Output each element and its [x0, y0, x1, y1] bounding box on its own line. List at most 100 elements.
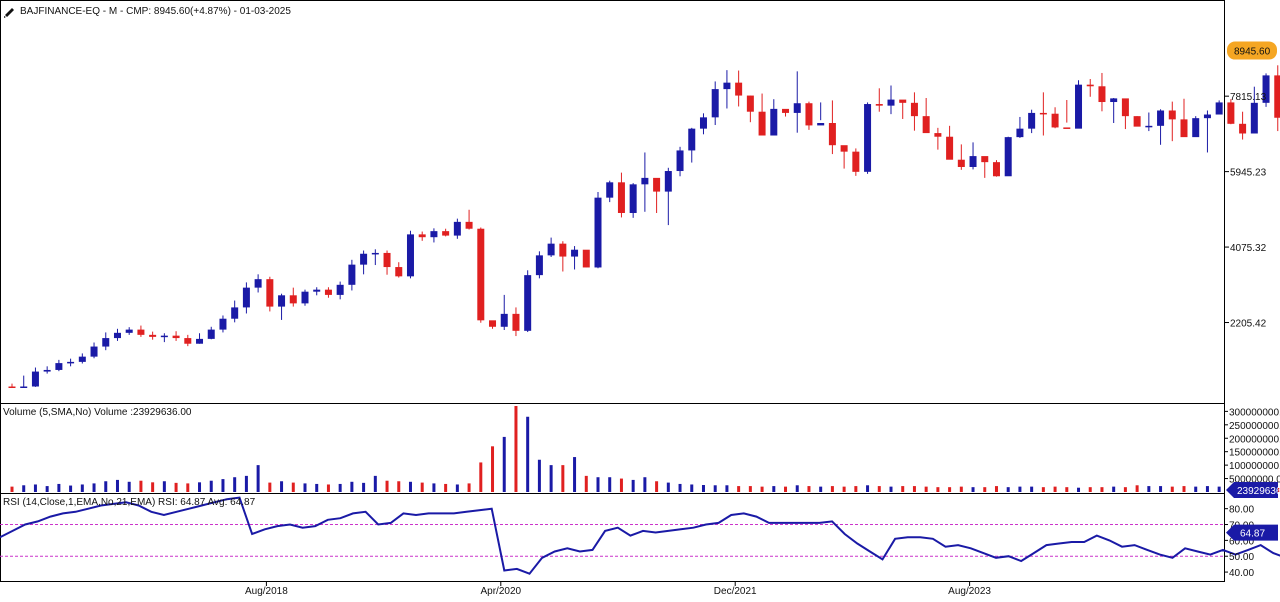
candle: [266, 276, 274, 312]
candle: [1157, 109, 1165, 145]
chart-title: BAJFINANCE-EQ - M - CMP: 8945.60(+4.87%)…: [20, 6, 291, 17]
rsi-series: [0, 496, 1280, 575]
candle: [55, 359, 63, 372]
candle-body: [770, 108, 778, 136]
candle-body: [1227, 102, 1235, 124]
candle: [981, 156, 989, 178]
volume-bar: [338, 483, 342, 492]
rsi-line: [0, 496, 1280, 575]
candle: [278, 293, 286, 320]
candle: [1098, 72, 1106, 112]
price-panel-frame: [0, 0, 1225, 404]
volume-bar: [1194, 486, 1198, 492]
candle: [992, 160, 1000, 177]
candle: [805, 101, 813, 130]
volume-bar: [830, 486, 834, 492]
candle-body: [242, 287, 250, 308]
pencil-icon[interactable]: [4, 8, 14, 18]
candle: [125, 327, 133, 335]
candle-body: [113, 332, 121, 339]
candle: [43, 366, 51, 374]
candle: [817, 102, 825, 126]
candle: [547, 237, 555, 257]
candle-body: [1203, 114, 1211, 119]
candle: [90, 342, 98, 359]
volume-bar: [1077, 487, 1081, 492]
volume-bar: [315, 483, 319, 492]
candle: [172, 331, 180, 341]
candle: [559, 241, 567, 272]
candle: [676, 146, 684, 177]
candle-body: [1086, 84, 1094, 87]
volume-bar: [795, 485, 799, 492]
volume-bar: [221, 479, 225, 492]
candle: [1063, 100, 1071, 129]
candle: [196, 333, 204, 344]
candle: [500, 294, 508, 331]
candle-body: [1039, 112, 1047, 115]
candle: [1262, 73, 1270, 107]
candle-body: [828, 123, 836, 146]
candle-body: [78, 356, 86, 362]
volume-bar: [209, 480, 213, 492]
candle: [571, 246, 579, 270]
candle-body: [547, 243, 555, 256]
volume-bar: [385, 480, 389, 492]
candle: [1168, 101, 1176, 142]
candle: [231, 300, 239, 323]
volume-bar: [233, 477, 237, 492]
candle: [67, 358, 75, 367]
candle: [922, 97, 930, 134]
volume-bar: [467, 483, 471, 492]
candle: [699, 113, 707, 135]
candle-body: [582, 249, 590, 268]
candle: [360, 250, 368, 275]
volume-bar: [22, 485, 26, 492]
candle: [137, 325, 145, 337]
volume-tick-label: 200000000.: [1229, 434, 1280, 445]
volume-bar: [92, 483, 96, 492]
volume-bar: [33, 484, 37, 492]
candle: [418, 231, 426, 241]
volume-bar: [983, 487, 987, 492]
volume-bar: [162, 481, 166, 492]
candle: [371, 249, 379, 266]
volume-bar: [491, 446, 495, 492]
volume-bar: [842, 486, 846, 492]
rsi-tick-label: 80.00: [1229, 505, 1254, 516]
volume-bar: [596, 477, 600, 492]
volume-bar: [948, 487, 952, 492]
candle: [653, 177, 661, 213]
candle-body: [43, 369, 51, 372]
volume-bar: [643, 477, 647, 492]
candle-body: [817, 123, 825, 126]
candle-body: [688, 128, 696, 151]
volume-bar: [1065, 487, 1069, 492]
candle-body: [8, 386, 16, 388]
candle-body: [711, 89, 719, 118]
volume-bar: [256, 465, 260, 492]
candle-body: [137, 329, 145, 335]
candle: [1086, 79, 1094, 97]
candle-body: [418, 234, 426, 238]
volume-tick-label: 150000000.: [1229, 448, 1280, 459]
candle: [641, 152, 649, 212]
candle-body: [1098, 86, 1106, 103]
volume-bar: [303, 483, 307, 492]
candle-body: [184, 338, 192, 344]
volume-bar: [479, 462, 483, 492]
candle-body: [266, 279, 274, 307]
volume-bar: [772, 486, 776, 492]
volume-bar: [326, 484, 330, 492]
volume-bar: [397, 481, 401, 492]
volume-bar: [186, 483, 190, 492]
volume-bar: [1217, 486, 1221, 492]
candle-body: [360, 253, 368, 265]
candle-body: [1145, 125, 1153, 128]
volume-bar: [373, 475, 377, 492]
volume-bar: [971, 487, 975, 492]
candle: [864, 102, 872, 174]
volume-bar: [901, 486, 905, 492]
rsi-panel-label: RSI (14,Close,1,EMA,No,21,EMA) RSI: 64.8…: [3, 497, 256, 508]
candle-body: [793, 103, 801, 113]
